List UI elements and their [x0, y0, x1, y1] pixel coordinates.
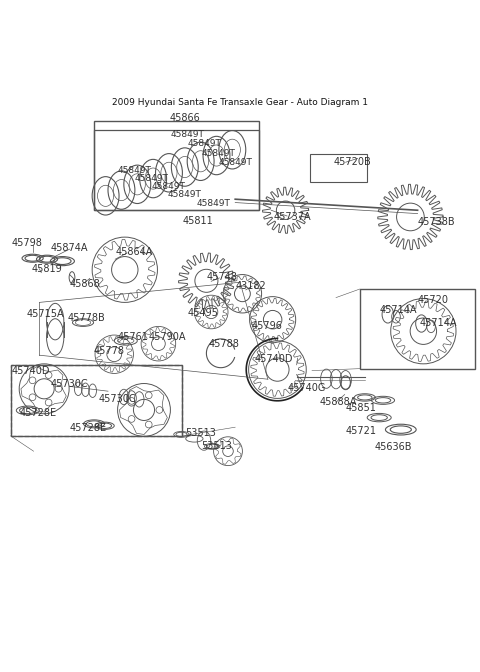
Text: 45636B: 45636B — [374, 442, 412, 452]
Text: 45851: 45851 — [346, 403, 376, 413]
Text: 45849T: 45849T — [134, 174, 168, 183]
Text: 45849T: 45849T — [187, 140, 221, 149]
Bar — [94, 130, 259, 210]
Text: 45866: 45866 — [169, 113, 200, 122]
Text: 45748: 45748 — [206, 272, 237, 282]
Bar — [11, 365, 182, 436]
Text: 45720: 45720 — [418, 296, 449, 306]
Text: 45728E: 45728E — [70, 423, 107, 433]
Text: 45728E: 45728E — [19, 408, 56, 418]
Text: 45778: 45778 — [94, 346, 125, 356]
Text: 45788: 45788 — [209, 339, 240, 349]
Text: 45849T: 45849T — [197, 199, 231, 208]
Text: 45778B: 45778B — [67, 312, 105, 323]
Text: 45714A: 45714A — [379, 304, 417, 314]
Text: 45740D: 45740D — [12, 366, 50, 376]
Text: 45714A: 45714A — [420, 318, 457, 328]
Bar — [11, 365, 182, 436]
Text: 2009 Hyundai Santa Fe Transaxle Gear - Auto Diagram 1: 2009 Hyundai Santa Fe Transaxle Gear - A… — [112, 98, 368, 108]
Text: 45796: 45796 — [252, 321, 283, 331]
Text: 53513: 53513 — [202, 442, 232, 452]
Text: 45864A: 45864A — [115, 247, 153, 257]
Text: 45715A: 45715A — [26, 309, 64, 319]
Text: 45868: 45868 — [70, 279, 100, 289]
Text: 45738B: 45738B — [418, 217, 455, 226]
Text: 45849T: 45849T — [170, 130, 204, 139]
Text: 45819: 45819 — [31, 264, 62, 274]
Text: 45888A: 45888A — [319, 397, 357, 407]
Text: 45495: 45495 — [187, 308, 218, 319]
Text: 53513: 53513 — [185, 428, 216, 438]
Bar — [360, 289, 475, 369]
Text: 45790A: 45790A — [149, 332, 186, 342]
Text: 45849T: 45849T — [168, 190, 202, 199]
Text: 43182: 43182 — [235, 281, 266, 290]
Text: 45737A: 45737A — [274, 212, 311, 222]
Text: 45730C: 45730C — [50, 379, 88, 389]
Text: 45740D: 45740D — [254, 354, 293, 364]
Text: 45849T: 45849T — [218, 158, 252, 167]
Text: 45849T: 45849T — [118, 166, 152, 175]
Text: 45721: 45721 — [346, 426, 377, 436]
Text: 45730C: 45730C — [98, 394, 136, 405]
Text: 45798: 45798 — [12, 238, 43, 248]
Text: 45720B: 45720B — [334, 157, 372, 167]
Text: 45761: 45761 — [118, 332, 148, 342]
Bar — [94, 121, 259, 210]
Text: 45740G: 45740G — [288, 383, 326, 393]
Text: 45849T: 45849T — [202, 149, 236, 158]
Text: 45849T: 45849T — [151, 181, 185, 191]
Text: 45811: 45811 — [182, 216, 213, 226]
Text: 45874A: 45874A — [50, 243, 88, 253]
